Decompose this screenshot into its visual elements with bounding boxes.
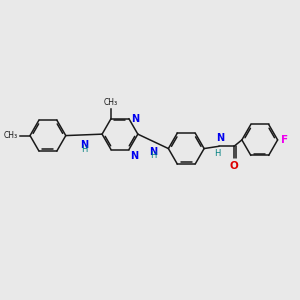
Text: N: N [216,133,224,143]
Text: O: O [230,161,239,171]
Text: H: H [150,152,156,160]
Text: H: H [214,148,221,158]
Text: N: N [131,114,139,124]
Text: N: N [149,146,157,157]
Text: N: N [130,151,139,161]
Text: F: F [281,135,288,145]
Text: CH₃: CH₃ [4,131,18,140]
Text: CH₃: CH₃ [104,98,118,106]
Text: H: H [81,145,87,154]
Text: N: N [80,140,88,150]
